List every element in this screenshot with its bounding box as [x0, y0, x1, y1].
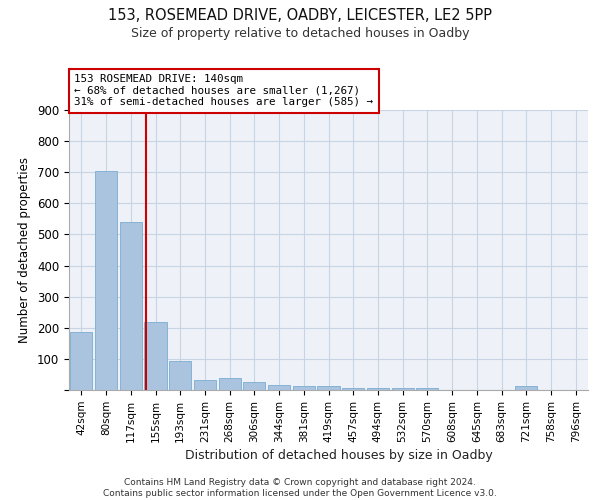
- Bar: [145, 322, 167, 390]
- Bar: [342, 388, 364, 390]
- Bar: [392, 388, 414, 390]
- Bar: [194, 380, 216, 390]
- Y-axis label: Number of detached properties: Number of detached properties: [19, 157, 31, 343]
- Bar: [293, 386, 315, 390]
- Bar: [95, 170, 117, 390]
- Bar: [218, 378, 241, 390]
- Bar: [243, 382, 265, 390]
- Bar: [70, 332, 92, 390]
- Text: Size of property relative to detached houses in Oadby: Size of property relative to detached ho…: [131, 28, 469, 40]
- Text: 153 ROSEMEAD DRIVE: 140sqm
← 68% of detached houses are smaller (1,267)
31% of s: 153 ROSEMEAD DRIVE: 140sqm ← 68% of deta…: [74, 74, 373, 107]
- Bar: [268, 386, 290, 390]
- Bar: [169, 362, 191, 390]
- Text: Distribution of detached houses by size in Oadby: Distribution of detached houses by size …: [185, 450, 493, 462]
- Text: 153, ROSEMEAD DRIVE, OADBY, LEICESTER, LE2 5PP: 153, ROSEMEAD DRIVE, OADBY, LEICESTER, L…: [108, 8, 492, 22]
- Text: Contains HM Land Registry data © Crown copyright and database right 2024.
Contai: Contains HM Land Registry data © Crown c…: [103, 478, 497, 498]
- Bar: [416, 388, 439, 390]
- Bar: [515, 386, 538, 390]
- Bar: [119, 222, 142, 390]
- Bar: [367, 388, 389, 390]
- Bar: [317, 386, 340, 390]
